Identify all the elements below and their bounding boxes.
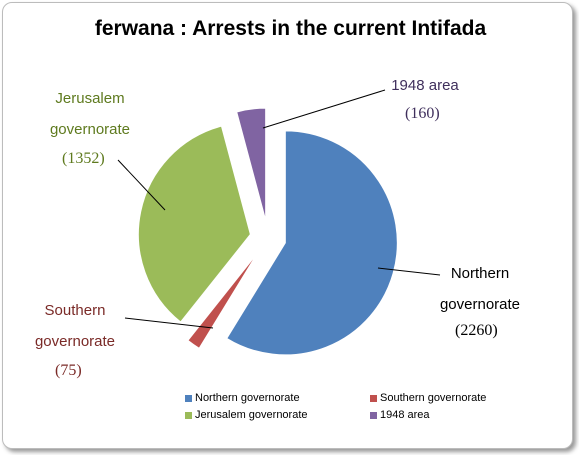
leader-line [377,267,441,276]
data-label-value: (160) [405,105,440,122]
legend-label: Jerusalem governorate [195,409,308,421]
legend-swatch [185,395,192,402]
leader-line [124,317,214,329]
leader-line [117,159,166,211]
pie-slice [226,130,398,356]
legend-label: Northern governorate [195,392,300,404]
data-label-value: (2260) [455,322,498,339]
data-label-name: Northern governorate [439,265,521,313]
data-label-name: Jerusalem governorate [49,90,131,138]
legend-label: Southern governorate [380,392,487,404]
legend-label: 1948 area [380,409,430,421]
pie-slice [187,252,259,349]
data-label-value: (1352) [62,150,105,167]
legend-swatch [185,412,192,419]
pie-slice [137,125,251,323]
data-label-name: 1948 area [391,77,459,94]
data-label-value: (75) [55,362,82,379]
chart-title: ferwana : Arrests in the current Intifad… [94,17,487,40]
data-label-name: Southern governorate [34,302,116,350]
pie-slice [236,107,267,221]
leader-line [262,89,386,129]
chart-frame: ferwana : Arrests in the current Intifad… [2,2,573,449]
legend-swatch [370,412,377,419]
legend-swatch [370,395,377,402]
